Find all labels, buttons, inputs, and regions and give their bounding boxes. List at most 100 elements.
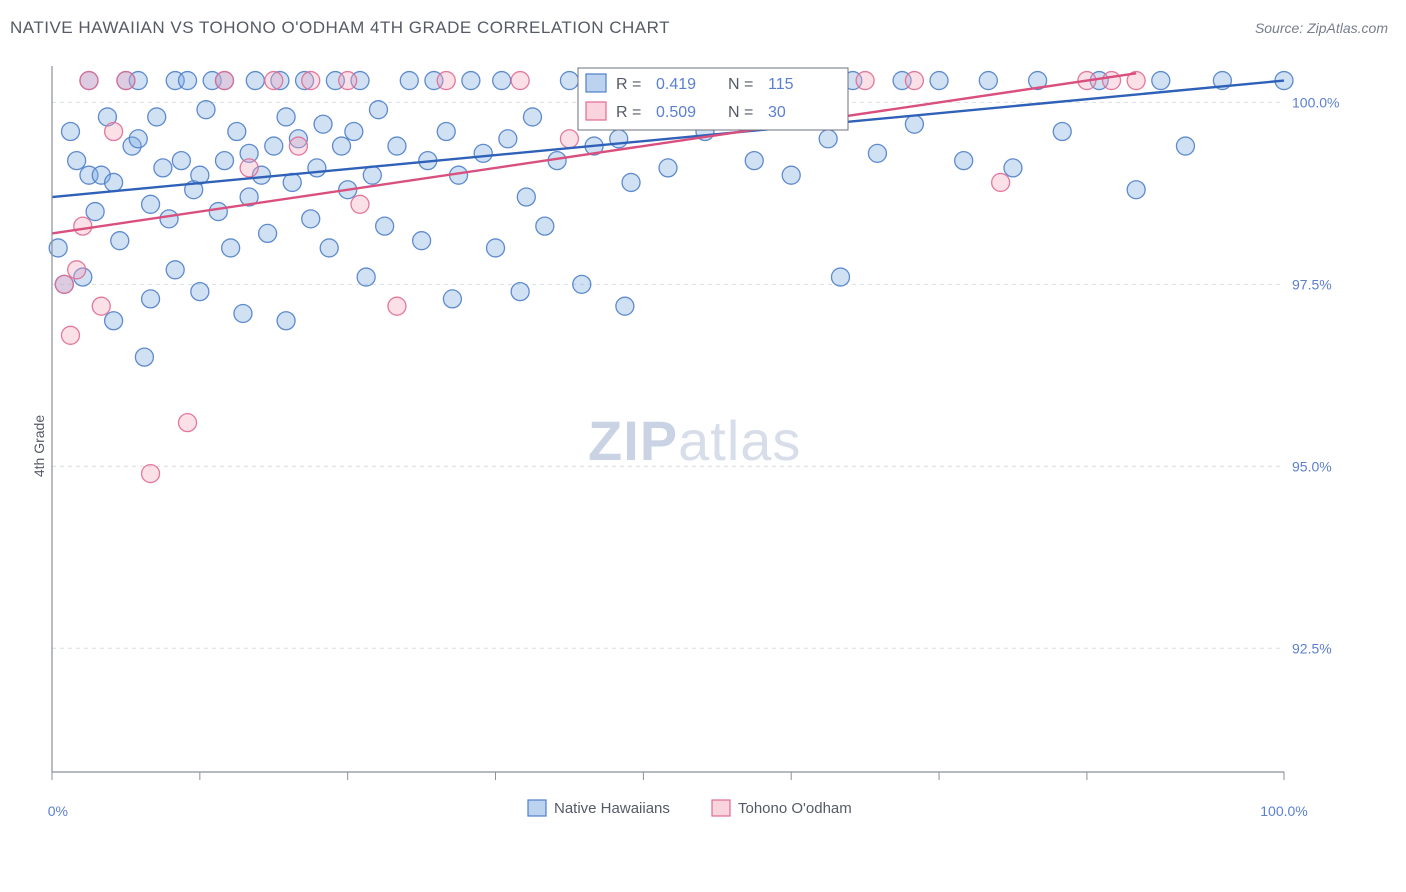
data-point	[154, 159, 172, 177]
data-point	[166, 261, 184, 279]
data-point	[487, 239, 505, 257]
data-point	[129, 130, 147, 148]
data-point	[979, 72, 997, 90]
data-point	[413, 232, 431, 250]
data-point	[831, 268, 849, 286]
data-point	[351, 195, 369, 213]
y-tick-labels: 100.0% 97.5% 95.0% 92.5%	[1292, 94, 1339, 656]
data-point	[573, 275, 591, 293]
data-point	[302, 72, 320, 90]
svg-text:0.509: 0.509	[656, 104, 696, 121]
data-point	[474, 144, 492, 162]
data-point	[160, 210, 178, 228]
stats-legend: R =0.419N =115R =0.509N =30	[578, 68, 848, 130]
data-point	[191, 283, 209, 301]
data-point	[197, 101, 215, 119]
data-point	[314, 115, 332, 133]
data-point	[1127, 181, 1145, 199]
data-point	[1053, 123, 1071, 141]
data-point	[560, 130, 578, 148]
data-point	[265, 72, 283, 90]
data-point	[437, 123, 455, 141]
data-point	[61, 123, 79, 141]
y-axis-label: 4th Grade	[31, 415, 47, 477]
data-point	[1103, 72, 1121, 90]
svg-text:0.419: 0.419	[656, 76, 696, 93]
data-point	[55, 275, 73, 293]
data-point	[1152, 72, 1170, 90]
data-point	[277, 312, 295, 330]
y-tick-label: 97.5%	[1292, 276, 1332, 292]
data-point	[819, 130, 837, 148]
chart-title: NATIVE HAWAIIAN VS TOHONO O'ODHAM 4TH GR…	[10, 18, 670, 38]
data-point	[302, 210, 320, 228]
data-point	[209, 203, 227, 221]
y-tick-label: 95.0%	[1292, 458, 1332, 474]
data-point	[333, 137, 351, 155]
data-point	[560, 72, 578, 90]
data-point	[68, 152, 86, 170]
data-point	[517, 188, 535, 206]
data-point	[499, 130, 517, 148]
data-point	[493, 72, 511, 90]
data-point	[215, 152, 233, 170]
y-tick-label: 92.5%	[1292, 640, 1332, 656]
data-point	[265, 137, 283, 155]
chart-svg: ZIPatlas 100.0%97.5%95.0%92.5% 0.0%100.0…	[48, 60, 1348, 822]
data-point	[868, 144, 886, 162]
svg-text:N =: N =	[728, 76, 753, 93]
data-point	[289, 137, 307, 155]
data-point	[905, 115, 923, 133]
data-point	[68, 261, 86, 279]
data-point	[1176, 137, 1194, 155]
legend-label: Native Hawaiians	[554, 800, 670, 817]
data-point	[215, 72, 233, 90]
data-point	[388, 297, 406, 315]
data-point	[462, 72, 480, 90]
data-point	[234, 304, 252, 322]
plot-area: ZIPatlas 100.0%97.5%95.0%92.5% 0.0%100.0…	[48, 60, 1348, 822]
data-point	[622, 173, 640, 191]
data-point	[511, 283, 529, 301]
data-point	[80, 72, 98, 90]
data-point	[74, 217, 92, 235]
x-tick-labels: 0.0% 100.0%	[48, 803, 1308, 819]
data-point	[117, 72, 135, 90]
data-point	[856, 72, 874, 90]
legend-swatch	[528, 800, 546, 816]
data-point	[536, 217, 554, 235]
svg-text:R =: R =	[616, 76, 641, 93]
data-point	[369, 101, 387, 119]
x-tick-label: 0.0%	[48, 803, 68, 819]
data-point	[357, 268, 375, 286]
data-point	[105, 312, 123, 330]
svg-text:30: 30	[768, 104, 786, 121]
data-point	[135, 348, 153, 366]
data-point	[228, 123, 246, 141]
data-point	[616, 297, 634, 315]
y-tick-label: 100.0%	[1292, 94, 1339, 110]
source-label: Source: ZipAtlas.com	[1255, 20, 1388, 36]
data-point	[443, 290, 461, 308]
data-point	[437, 72, 455, 90]
data-point	[179, 72, 197, 90]
data-point	[61, 326, 79, 344]
data-point	[523, 108, 541, 126]
data-point	[400, 72, 418, 90]
data-point	[511, 72, 529, 90]
data-point	[142, 465, 160, 483]
data-point	[308, 159, 326, 177]
data-point	[782, 166, 800, 184]
data-point	[105, 173, 123, 191]
data-point	[283, 173, 301, 191]
svg-text:N =: N =	[728, 104, 753, 121]
data-point	[246, 72, 264, 90]
bottom-legend: Native Hawaiians Tohono O'odham	[528, 800, 852, 817]
legend-label: Tohono O'odham	[738, 800, 852, 817]
data-point	[363, 166, 381, 184]
data-point	[105, 123, 123, 141]
data-point	[376, 217, 394, 235]
data-point	[240, 159, 258, 177]
legend-swatch	[712, 800, 730, 816]
x-tick-label: 100.0%	[1260, 803, 1307, 819]
